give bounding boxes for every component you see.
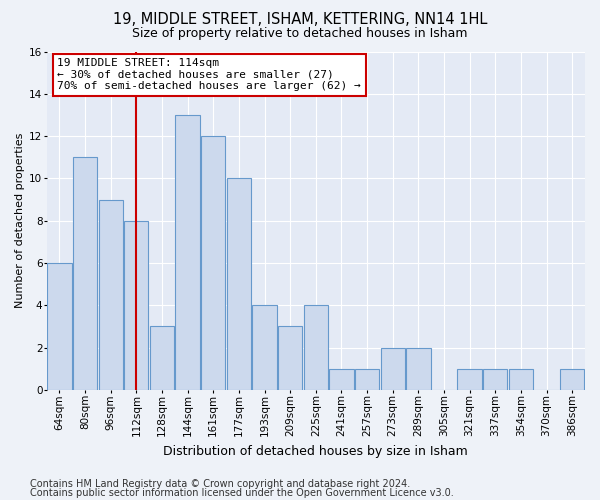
Bar xyxy=(227,178,251,390)
Y-axis label: Number of detached properties: Number of detached properties xyxy=(15,133,25,308)
Bar xyxy=(457,368,482,390)
Bar xyxy=(406,348,431,390)
Text: Size of property relative to detached houses in Isham: Size of property relative to detached ho… xyxy=(132,28,468,40)
Bar xyxy=(329,368,353,390)
Text: Contains public sector information licensed under the Open Government Licence v3: Contains public sector information licen… xyxy=(30,488,454,498)
Text: 19 MIDDLE STREET: 114sqm
← 30% of detached houses are smaller (27)
70% of semi-d: 19 MIDDLE STREET: 114sqm ← 30% of detach… xyxy=(58,58,361,92)
Bar xyxy=(175,115,200,390)
Bar xyxy=(201,136,226,390)
Bar xyxy=(304,306,328,390)
X-axis label: Distribution of detached houses by size in Isham: Distribution of detached houses by size … xyxy=(163,444,468,458)
Bar xyxy=(380,348,405,390)
Bar xyxy=(483,368,508,390)
Bar xyxy=(278,326,302,390)
Bar xyxy=(150,326,174,390)
Bar xyxy=(47,263,71,390)
Bar xyxy=(124,220,148,390)
Bar xyxy=(560,368,584,390)
Bar xyxy=(98,200,123,390)
Bar xyxy=(253,306,277,390)
Bar xyxy=(509,368,533,390)
Bar xyxy=(73,157,97,390)
Text: 19, MIDDLE STREET, ISHAM, KETTERING, NN14 1HL: 19, MIDDLE STREET, ISHAM, KETTERING, NN1… xyxy=(113,12,487,28)
Bar xyxy=(355,368,379,390)
Text: Contains HM Land Registry data © Crown copyright and database right 2024.: Contains HM Land Registry data © Crown c… xyxy=(30,479,410,489)
